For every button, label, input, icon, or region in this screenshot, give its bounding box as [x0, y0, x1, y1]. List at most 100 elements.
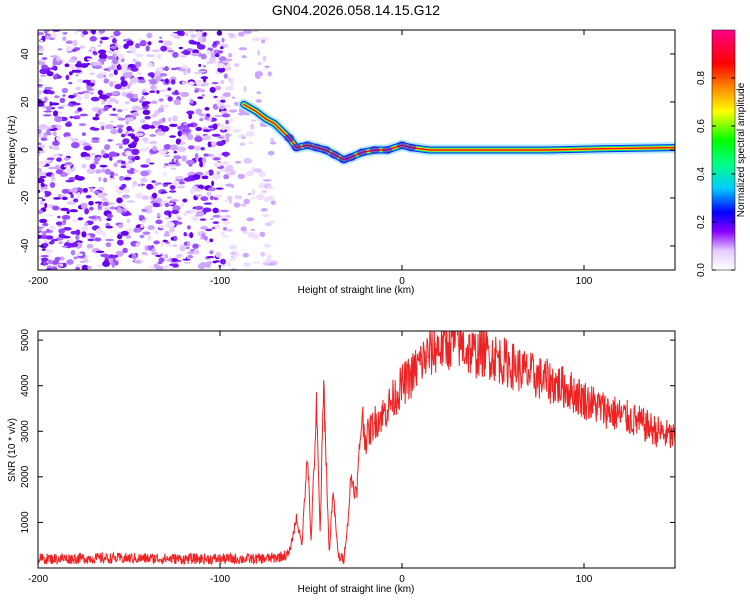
noise-speckle — [116, 197, 123, 204]
noise-speckle — [126, 200, 135, 203]
noise-speckle — [193, 249, 200, 255]
noise-speckle — [58, 263, 65, 267]
noise-speckle — [258, 182, 267, 189]
noise-speckle — [173, 180, 180, 186]
spectrogram-y-ticks: -40 -20 0 20 40 — [20, 48, 675, 253]
noise-speckle — [46, 105, 52, 111]
noise-speckle — [106, 55, 116, 60]
noise-speckle — [187, 225, 191, 230]
noise-speckle — [61, 196, 68, 201]
noise-speckle — [172, 263, 179, 268]
noise-speckle — [124, 148, 133, 152]
snr-x-ticks: -200 -100 0 100 — [28, 331, 593, 585]
noise-speckle — [125, 117, 135, 122]
noise-speckle — [212, 173, 221, 180]
spectrogram-x-ticks: -200 -100 0 100 — [28, 30, 593, 287]
noise-speckle — [42, 222, 49, 227]
noise-speckle — [205, 228, 213, 232]
noise-speckle — [82, 156, 92, 160]
noise-speckle — [211, 153, 215, 160]
noise-speckle — [91, 139, 100, 143]
noise-speckle — [171, 258, 178, 262]
noise-speckle — [127, 84, 131, 89]
noise-speckle — [228, 244, 235, 250]
noise-speckle — [267, 254, 272, 260]
noise-speckle — [164, 217, 171, 220]
noise-speckle — [59, 233, 66, 237]
noise-speckle — [132, 93, 139, 99]
noise-speckle — [209, 86, 216, 93]
noise-speckle — [270, 200, 276, 205]
noise-speckle — [120, 133, 126, 138]
noise-speckle — [105, 225, 114, 229]
noise-speckle — [140, 119, 146, 124]
noise-speckle — [90, 153, 96, 156]
noise-speckle — [112, 107, 116, 112]
noise-speckle — [130, 67, 139, 72]
noise-speckle — [81, 132, 86, 137]
noise-speckle — [93, 190, 99, 194]
noise-speckle — [60, 207, 70, 212]
noise-speckle — [71, 102, 81, 106]
noise-speckle — [250, 119, 257, 122]
noise-speckle — [171, 220, 179, 223]
noise-speckle — [121, 160, 126, 165]
noise-speckle — [243, 85, 247, 93]
noise-speckle — [69, 64, 76, 70]
noise-speckle — [46, 71, 54, 77]
noise-speckle — [216, 171, 221, 175]
noise-speckle — [43, 133, 48, 139]
noise-speckle — [257, 61, 262, 66]
noise-speckle — [57, 215, 61, 219]
noise-speckle — [196, 31, 203, 38]
noise-speckle — [51, 260, 59, 265]
noise-speckle — [150, 100, 158, 105]
noise-speckle — [137, 76, 144, 79]
noise-speckle — [185, 246, 190, 250]
noise-speckle — [201, 175, 209, 180]
noise-speckle — [116, 124, 124, 128]
noise-speckle — [158, 40, 164, 43]
noise-speckle — [238, 31, 245, 37]
noise-speckle — [208, 187, 217, 192]
noise-speckle — [117, 117, 126, 121]
noise-speckle — [95, 250, 105, 254]
noise-speckle — [170, 237, 175, 241]
noise-speckle — [87, 238, 94, 242]
noise-speckle — [165, 241, 170, 244]
y-tick-label: 1000 — [20, 511, 31, 534]
noise-speckle — [138, 38, 143, 41]
noise-speckle — [63, 262, 67, 268]
noise-speckle — [169, 190, 177, 193]
noise-speckle — [215, 187, 224, 190]
noise-speckle — [206, 61, 215, 64]
noise-speckle — [235, 252, 240, 257]
y-tick-label: -40 — [20, 238, 31, 253]
noise-speckle — [158, 225, 165, 229]
noise-speckle — [54, 116, 63, 123]
noise-speckle — [38, 85, 43, 89]
ridge-blob — [329, 150, 340, 159]
spectrogram-x-label: Height of straight line (km) — [298, 285, 415, 296]
noise-speckle — [94, 160, 99, 165]
noise-speckle — [84, 222, 89, 227]
noise-speckle — [214, 85, 222, 91]
noise-speckle — [123, 176, 132, 181]
noise-speckle — [173, 155, 182, 160]
noise-speckle — [238, 47, 247, 51]
noise-speckle — [160, 125, 170, 132]
noise-speckle — [144, 115, 151, 120]
noise-speckle — [155, 219, 163, 225]
noise-speckle — [133, 227, 142, 233]
colorbar-ticks: 0.0 0.2 0.4 0.6 0.8 — [696, 71, 735, 277]
noise-speckle — [113, 162, 118, 168]
noise-speckle — [145, 45, 150, 52]
noise-speckle — [243, 30, 253, 34]
noise-speckle — [38, 153, 41, 157]
noise-speckle — [220, 79, 225, 85]
noise-speckle — [94, 201, 103, 204]
noise-speckle — [215, 251, 222, 258]
noise-speckle — [61, 215, 71, 220]
noise-speckle — [152, 145, 158, 152]
noise-speckle — [167, 196, 172, 199]
